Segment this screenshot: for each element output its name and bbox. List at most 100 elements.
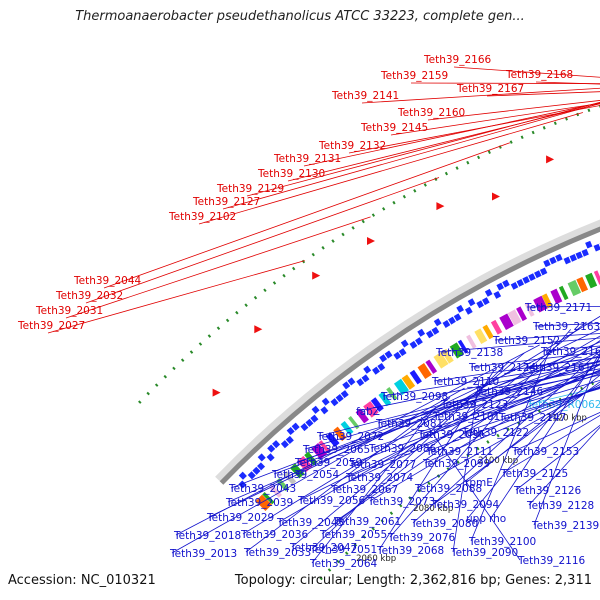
gene-arrow [522,276,530,284]
cog-block [457,339,469,354]
cog-block [433,352,449,369]
cog-block [441,348,454,364]
label-leader-line [230,346,600,489]
cog-block [393,378,409,396]
gene-arrow [528,273,536,281]
gene-label-bottom: Teth39_2065 [302,444,370,456]
gene-arrow [510,281,519,290]
cog-block [269,484,282,498]
label-leader-line [304,363,600,450]
gene-arrow [321,397,330,406]
gene-arrow [476,300,484,309]
gene-arrow [361,374,370,383]
label-leader-line [208,328,600,518]
gene-label-top: Teth39_2167 [456,83,524,95]
cog-block [296,455,313,472]
gene-label-bottom: Teth39_2056 [297,495,366,507]
gene-label-bottom: Teth39_2152 [492,335,560,347]
label-leader-line [389,329,572,538]
gene-label-bottom: Teth39_2171 [524,302,592,314]
reverse-gene-arrow [436,202,445,211]
cog-block [576,276,589,293]
label-leader-line [291,352,525,548]
label-leader-line [299,350,600,501]
label-leader-line [198,112,584,225]
reverse-gene-arrow [492,192,500,201]
gene-label-bottom: Teth39_2029 [206,512,274,524]
gene-arrow [305,418,314,427]
backbone-ring [219,226,600,485]
gene-arrow [340,390,349,399]
gene-arrow [465,306,473,315]
cog-block [333,426,347,442]
label-leader-line [361,87,600,104]
cog-block [348,415,360,430]
gene-label-bottom: Teth39_2128 [526,500,594,512]
gene-label-top: Teth39_2102 [168,211,236,223]
cog-block [417,363,432,380]
gene-label-bottom: Teth39_2061 [333,516,401,528]
cog-block [593,270,600,285]
gene-arrow [247,471,256,480]
gene-arrow [356,378,365,387]
gene-label-top: Teth39_2168 [505,69,573,81]
gene-label-top: Teth39_2160 [397,107,465,119]
gene-label-bottom: Teth39_2100 [468,536,536,548]
label-leader-line [318,364,600,437]
label-leader-line [332,364,600,490]
label-leader-line [103,142,511,289]
gene-label-bottom: rpmE [465,477,493,489]
label-leader-line [370,373,600,449]
gene-label-bottom: Teth39_2045 [276,517,344,529]
reverse-gene-arrow [254,325,263,334]
label-leader-line [245,397,451,553]
label-leader-line [433,381,600,505]
label-leader-line [246,101,600,197]
genome-title: Thermoanaerobacter pseudethanolicus ATCC… [75,9,525,24]
cog-block [550,288,563,305]
gene-arrow [285,435,294,444]
label-leader-line [412,350,600,524]
inner-dotted-ring [319,378,600,581]
cog-block [474,328,488,344]
label-leader-line [513,411,600,452]
cog-block [516,306,527,322]
label-leader-line [335,340,600,522]
gene-arrow [330,398,339,407]
gene-arrow [467,298,476,307]
cog-block [425,359,438,374]
cog-block [524,302,535,317]
cog-block [482,324,494,340]
label-leader-line [437,337,600,353]
label-leader-line [47,260,305,334]
gene-arrow [238,471,247,480]
gene-label-top: Teth39_2145 [360,122,428,134]
gene-label-bottom: Teth39_2072 [316,431,384,443]
topology-summary: Topology: circular; Length: 2,362,816 bp… [234,573,592,588]
label-leader-line [311,361,510,550]
gene-label-bottom: Teth39_2077 [348,459,416,471]
gene-arrow [347,377,356,386]
gene-arrow [310,414,319,423]
cog-block [355,408,369,424]
label-leader-line [420,416,521,561]
gene-arrow [417,328,426,337]
gene-label-bottom: Teth39_2110 [431,376,499,388]
gene-arrow [585,240,593,249]
gene-arrow [575,251,583,260]
gene-label-top: Teth39_2127 [192,196,260,208]
gene-arrow [320,406,329,415]
gene-arrow [496,282,504,291]
label-leader-line [452,378,480,553]
gene-arrow [581,248,589,257]
gene-label-bottom: Teth39_2039 [225,497,293,509]
gene-label-top: Teth39_2132 [318,140,386,152]
label-leader-line [390,102,600,136]
label-leader-line [175,344,540,536]
gene-label-bottom: Teth39_2076 [387,532,456,544]
gene-arrow [453,313,462,322]
gene-label-bottom: Teth39_2064 [309,558,378,570]
label-leader-line [424,386,600,464]
gene-arrow [543,259,551,268]
